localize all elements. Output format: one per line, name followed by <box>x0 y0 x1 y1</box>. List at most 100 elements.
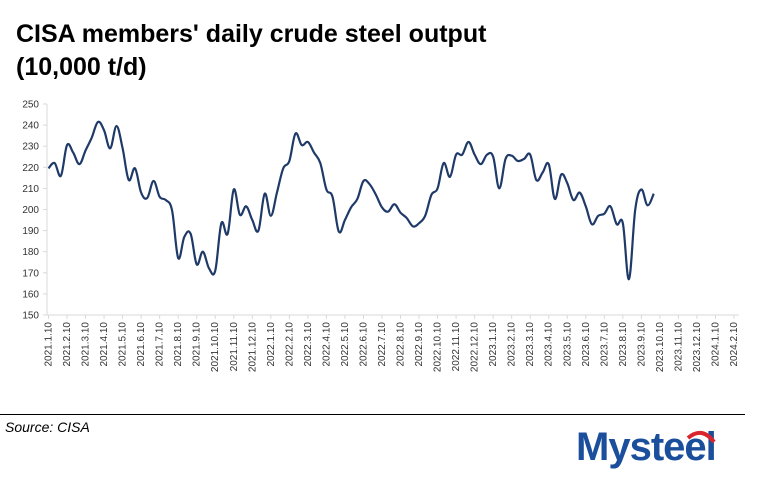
x-tick-label: 2023.1.10 <box>488 322 499 367</box>
chart-title-line-2: (10,000 t/d) <box>16 53 147 81</box>
data-point <box>622 222 624 224</box>
data-point <box>270 215 272 217</box>
data-point <box>90 137 92 139</box>
data-point <box>375 194 377 196</box>
x-tick-label: 2024.2.10 <box>729 322 740 367</box>
data-point <box>362 180 364 182</box>
data-point <box>78 163 80 165</box>
data-point <box>140 191 142 193</box>
data-point <box>233 188 235 190</box>
data-point <box>634 208 636 210</box>
data-point <box>467 141 469 143</box>
data-point <box>387 210 389 212</box>
y-tick-label: 170 <box>22 268 39 279</box>
x-tick-label: 2021.9.10 <box>192 322 203 367</box>
x-tick-label: 2021.5.10 <box>118 322 129 367</box>
data-point <box>338 230 340 232</box>
data-point <box>84 149 86 151</box>
data-point <box>202 251 204 253</box>
x-tick-label: 2022.11.10 <box>451 322 462 372</box>
x-tick-label: 2022.6.10 <box>358 322 369 367</box>
y-tick-label: 210 <box>22 184 39 195</box>
x-tick-label: 2021.3.10 <box>81 322 92 367</box>
data-point <box>461 153 463 155</box>
data-point <box>103 129 105 131</box>
data-point <box>548 163 550 165</box>
x-tick-label: 2023.8.10 <box>618 322 629 367</box>
data-point <box>393 203 395 205</box>
y-tick-label: 190 <box>22 226 39 237</box>
series-line-0 <box>47 120 655 281</box>
data-point <box>47 167 49 169</box>
data-point <box>578 191 580 193</box>
y-tick-label: 200 <box>22 205 39 216</box>
x-tick-label: 2021.10.10 <box>210 322 221 372</box>
data-point <box>282 167 284 169</box>
data-point <box>412 225 414 227</box>
data-point <box>109 147 111 149</box>
x-tick-label: 2021.8.10 <box>173 322 184 367</box>
data-point <box>226 233 228 235</box>
data-point <box>523 158 525 160</box>
data-point <box>331 196 333 198</box>
x-tick-label: 2022.7.10 <box>377 322 388 367</box>
chart-title: CISA members' daily crude steel output (… <box>16 18 716 84</box>
line-chart: 150 160 170 180 190 200 210 220 230 240 250 2021.1… <box>22 100 740 373</box>
x-tick-label: 2021.6.10 <box>136 322 147 367</box>
y-tick-label: 160 <box>22 289 39 300</box>
x-tick-label: 2021.12.10 <box>247 322 258 372</box>
data-point <box>152 180 154 182</box>
data-point <box>251 219 253 221</box>
y-tick-label: 220 <box>22 163 39 174</box>
x-tick-label: 2021.4.10 <box>99 322 110 367</box>
data-point <box>60 175 62 177</box>
data-point <box>294 132 296 134</box>
data-point <box>66 144 68 146</box>
x-tick-label: 2022.2.10 <box>284 322 295 367</box>
data-point <box>356 198 358 200</box>
data-point <box>121 147 123 149</box>
x-tick-label: 2022.3.10 <box>303 322 314 367</box>
mysteel-logo: Mysteel <box>576 425 717 469</box>
data-point <box>53 162 55 164</box>
x-tick-label: 2023.2.10 <box>507 322 518 367</box>
data-point <box>572 199 574 201</box>
x-tick-label: 2023.6.10 <box>581 322 592 367</box>
data-point <box>517 160 519 162</box>
mysteel-logo-swoosh <box>686 430 716 444</box>
mysteel-logo-text: Mysteel <box>576 425 716 469</box>
x-axis: 2021.1.10 2021.2.10 2021.3.10 2021.4.10 2021… <box>44 314 740 372</box>
x-tick-label: 2023.12.10 <box>692 322 703 372</box>
data-point <box>146 197 148 199</box>
y-tick-label: 230 <box>22 142 39 153</box>
data-point <box>158 196 160 198</box>
data-point <box>492 156 494 158</box>
data-point <box>597 215 599 217</box>
data-point <box>554 198 556 200</box>
x-tick-label: 2023.5.10 <box>562 322 573 367</box>
x-tick-label: 2022.10.10 <box>433 322 444 372</box>
data-point <box>344 219 346 221</box>
x-tick-label: 2022.1.10 <box>266 322 277 367</box>
data-point <box>313 151 315 153</box>
y-tick-label: 150 <box>22 311 39 322</box>
data-point <box>430 194 432 196</box>
footer-divider <box>0 414 745 415</box>
chart-title-line-1: CISA members' daily crude steel output <box>16 20 487 48</box>
data-point <box>424 215 426 217</box>
x-tick-label: 2021.1.10 <box>44 322 55 367</box>
data-point <box>307 141 309 143</box>
data-point <box>442 162 444 164</box>
data-point <box>325 188 327 190</box>
data-point <box>480 163 482 165</box>
data-point <box>276 191 278 193</box>
data-point <box>473 153 475 155</box>
x-tick-label: 2022.9.10 <box>414 322 425 367</box>
data-point <box>214 269 216 271</box>
data-point <box>405 217 407 219</box>
data-point <box>603 213 605 215</box>
data-point <box>208 267 210 269</box>
data-point <box>566 182 568 184</box>
data-point <box>436 187 438 189</box>
data-point <box>189 233 191 235</box>
